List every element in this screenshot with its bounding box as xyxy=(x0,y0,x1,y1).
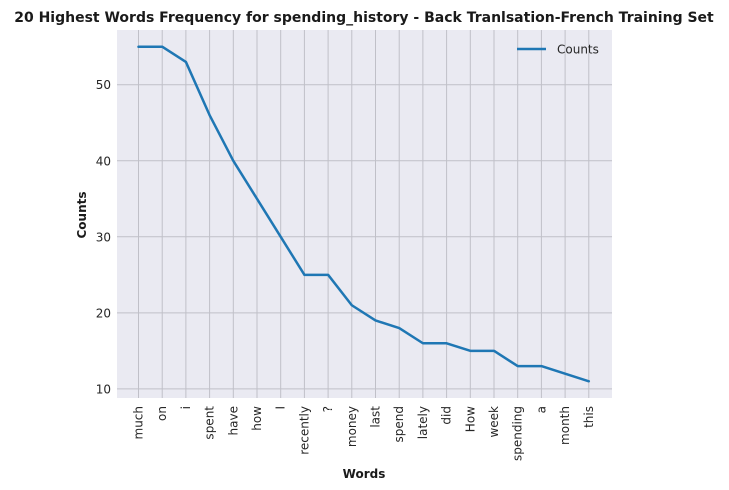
y-tick-label: 40 xyxy=(96,154,111,168)
x-tick-label: on xyxy=(155,406,169,421)
x-tick-label: lately xyxy=(416,406,430,439)
x-tick-label: this xyxy=(582,406,596,428)
y-tick-label: 10 xyxy=(96,382,111,396)
x-tick-label: much xyxy=(132,406,146,440)
x-tick-label: month xyxy=(558,406,572,445)
x-tick-label: week xyxy=(487,406,501,438)
x-tick-label: spent xyxy=(203,406,217,440)
legend-label-counts: Counts xyxy=(557,43,599,57)
x-tick-label: how xyxy=(250,406,264,431)
y-axis-ticks: 10 20 30 40 50 xyxy=(96,78,111,396)
x-tick-label: i xyxy=(179,406,193,409)
legend: Counts xyxy=(517,43,599,57)
x-tick-label: How xyxy=(463,406,477,432)
x-tick-label: money xyxy=(345,406,359,447)
series-line-counts xyxy=(137,45,591,383)
x-tick-label: last xyxy=(369,406,383,428)
y-tick-label: 20 xyxy=(96,306,111,320)
y-axis-label: Counts xyxy=(75,191,89,238)
y-tick-label: 50 xyxy=(96,78,111,92)
x-tick-label: have xyxy=(226,406,240,435)
x-tick-label: ? xyxy=(321,406,335,412)
x-tick-label: recently xyxy=(297,406,311,455)
y-tick-label: 30 xyxy=(96,230,111,244)
series-layer xyxy=(137,45,591,383)
x-tick-label: I xyxy=(274,406,288,410)
chart-title: 20 Highest Words Frequency for spending_… xyxy=(14,10,714,26)
x-axis-label: Words xyxy=(343,467,386,481)
x-tick-label: spend xyxy=(392,406,406,442)
x-tick-label: a xyxy=(534,406,548,413)
x-tick-label: spending xyxy=(511,406,525,461)
x-tick-label: did xyxy=(440,406,454,425)
